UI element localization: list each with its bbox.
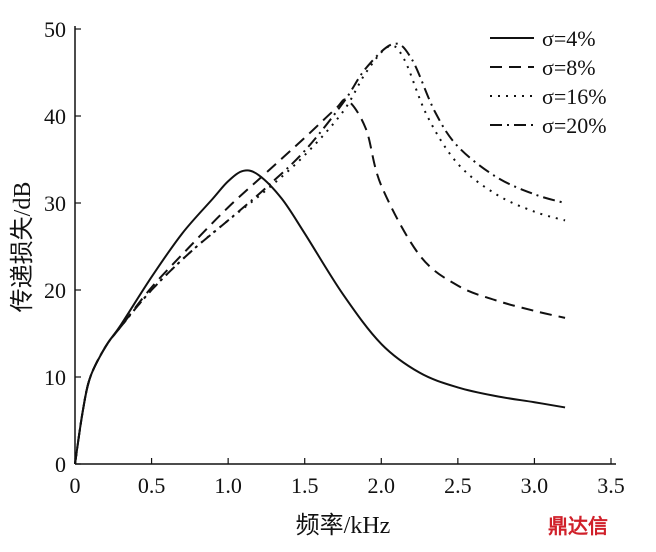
- x-tick-label: 2.5: [444, 473, 472, 498]
- y-tick-label: 50: [44, 17, 66, 42]
- y-axis-label: 传递损失/dB: [9, 182, 36, 313]
- x-tick-label: 3.5: [597, 473, 625, 498]
- series-line-4: [74, 42, 566, 465]
- x-tick-label: 3.0: [521, 473, 549, 498]
- legend-label: σ=8%: [542, 55, 596, 80]
- x-tick-label: 1.0: [214, 473, 242, 498]
- y-tick-label: 10: [44, 365, 66, 390]
- x-axis-label: 频率/kHz: [296, 512, 391, 539]
- x-tick-label: 0: [70, 473, 81, 498]
- y-tick-label: 30: [44, 191, 66, 216]
- legend-label: σ=4%: [542, 26, 596, 51]
- legend-label: σ=20%: [542, 113, 607, 138]
- series-line-1: [74, 169, 566, 465]
- x-tick-label: 2.0: [368, 473, 396, 498]
- y-tick-label: 20: [44, 278, 66, 303]
- watermark-logo: 鼎达信: [548, 514, 608, 538]
- y-tick-label: 0: [55, 452, 66, 477]
- legend-label: σ=16%: [542, 84, 607, 109]
- y-tick-label: 40: [44, 104, 66, 129]
- x-tick-label: 1.5: [291, 473, 319, 498]
- series-line-3: [74, 44, 566, 465]
- x-tick-label: 0.5: [138, 473, 166, 498]
